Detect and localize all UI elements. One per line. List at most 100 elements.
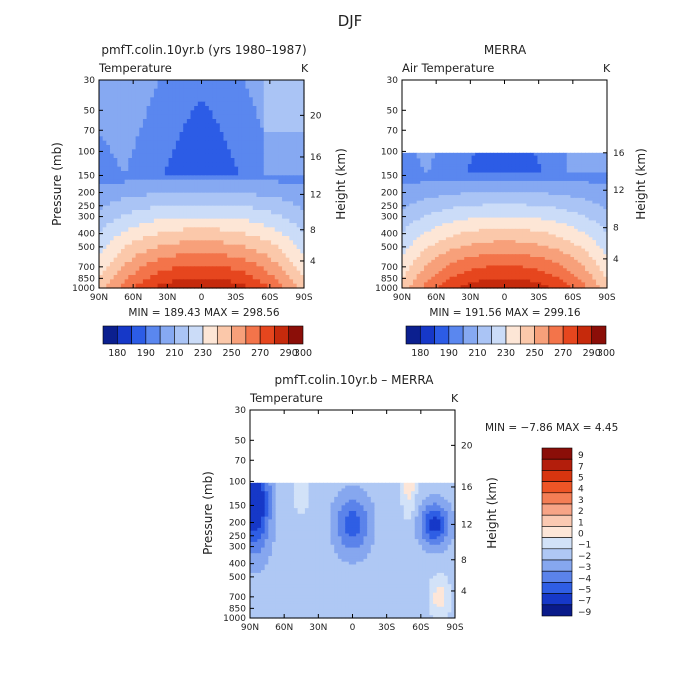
heatmap-cell <box>497 189 502 193</box>
heatmap-cell <box>544 195 550 199</box>
heatmap-cell <box>197 162 203 168</box>
heatmap-cell <box>548 175 553 179</box>
heatmap-cell <box>519 172 524 176</box>
heatmap-cell <box>544 169 550 174</box>
heatmap-cell <box>555 197 561 202</box>
heatmap-cell <box>402 178 407 182</box>
heatmap-cell <box>402 220 407 224</box>
heatmap-cell <box>592 169 597 174</box>
heatmap-cell <box>179 283 184 289</box>
heatmap-cell <box>475 251 480 255</box>
heatmap-cell <box>526 186 531 191</box>
heatmap-cell <box>563 155 568 160</box>
heatmap-cell <box>563 231 568 236</box>
heatmap-cell <box>526 158 531 162</box>
heatmap-cell <box>186 283 192 289</box>
heatmap-cell <box>205 106 210 111</box>
heatmap-cell <box>431 220 436 224</box>
y-right-tick-label: 20 <box>310 111 322 121</box>
heatmap-cell <box>515 197 520 202</box>
heatmap-cell <box>179 266 184 272</box>
heatmap-cell <box>603 237 608 241</box>
heatmap-cell <box>592 209 597 213</box>
heatmap-cell <box>234 270 239 276</box>
heatmap-cell <box>238 101 243 107</box>
heatmap-cell <box>511 211 517 216</box>
heatmap-cell <box>271 244 276 250</box>
heatmap-cell <box>599 228 604 233</box>
heatmap-cell <box>190 283 195 289</box>
heatmap-cell <box>234 266 239 272</box>
heatmap-cell <box>267 119 272 124</box>
heatmap-cell <box>139 140 144 146</box>
heatmap-cell <box>489 206 495 210</box>
heatmap-cell <box>146 192 151 198</box>
heatmap-cell <box>256 231 261 237</box>
heatmap-cell <box>190 188 195 194</box>
heatmap-cell <box>500 257 506 261</box>
heatmap-cell <box>460 257 465 261</box>
heatmap-cell <box>416 231 421 236</box>
heatmap-cell <box>249 80 254 85</box>
heatmap-cell <box>234 253 239 259</box>
heatmap-cell <box>519 197 524 202</box>
heatmap-cell <box>541 203 546 207</box>
heatmap-cell <box>157 257 162 263</box>
heatmap-cell <box>102 262 107 267</box>
heatmap-cell <box>142 158 148 163</box>
heatmap-cell <box>190 110 195 116</box>
heatmap-cell <box>555 206 561 210</box>
heatmap-cell <box>219 158 225 163</box>
heatmap-cell <box>117 166 122 172</box>
heatmap-cell <box>449 217 454 221</box>
heatmap-cell <box>219 188 225 194</box>
heatmap-cell <box>150 279 155 285</box>
heatmap-cell <box>548 155 553 160</box>
heatmap-cell <box>300 283 305 289</box>
heatmap-cell <box>574 164 579 168</box>
heatmap-cell <box>460 259 465 264</box>
heatmap-cell <box>157 192 162 198</box>
heatmap-cell <box>526 259 531 264</box>
heatmap-cell <box>478 158 484 162</box>
heatmap-cell <box>219 279 225 285</box>
heatmap-cell <box>467 186 473 191</box>
heatmap-cell <box>245 236 250 241</box>
heatmap-cell <box>434 217 440 221</box>
heatmap-cell <box>135 123 140 129</box>
heatmap-cell <box>124 266 129 272</box>
heatmap-cell <box>420 164 425 168</box>
heatmap-cell <box>423 169 429 174</box>
heatmap-cell <box>190 80 195 85</box>
heatmap-cell <box>175 201 181 207</box>
heatmap-cell <box>522 158 528 162</box>
heatmap-cell <box>293 119 298 124</box>
heatmap-cell <box>205 266 210 272</box>
heatmap-cell <box>146 283 151 289</box>
heatmap-cell <box>456 214 462 219</box>
heatmap-cell <box>260 197 265 202</box>
heatmap-cell <box>128 158 133 163</box>
heatmap-cell <box>285 279 290 285</box>
heatmap-cell <box>427 203 432 207</box>
heatmap-cell <box>409 242 414 247</box>
heatmap-cell <box>438 228 443 233</box>
heatmap-cell <box>285 253 290 259</box>
heatmap-cell <box>423 223 429 227</box>
heatmap-cell <box>438 175 443 179</box>
heatmap-cell <box>274 275 279 280</box>
heatmap-cell <box>164 153 170 159</box>
heatmap-cell <box>186 80 192 85</box>
heatmap-cell <box>416 178 421 182</box>
heatmap-cell <box>227 205 232 211</box>
heatmap-cell <box>508 200 513 205</box>
heatmap-cell <box>592 161 597 165</box>
heatmap-cell <box>223 188 228 194</box>
heatmap-cell <box>285 192 290 198</box>
heatmap-cell <box>420 178 425 182</box>
heatmap-cell <box>427 209 432 213</box>
heatmap-cell <box>596 223 601 227</box>
heatmap-cell <box>588 226 593 230</box>
heatmap-cell <box>431 197 436 202</box>
heatmap-cell <box>124 80 129 85</box>
